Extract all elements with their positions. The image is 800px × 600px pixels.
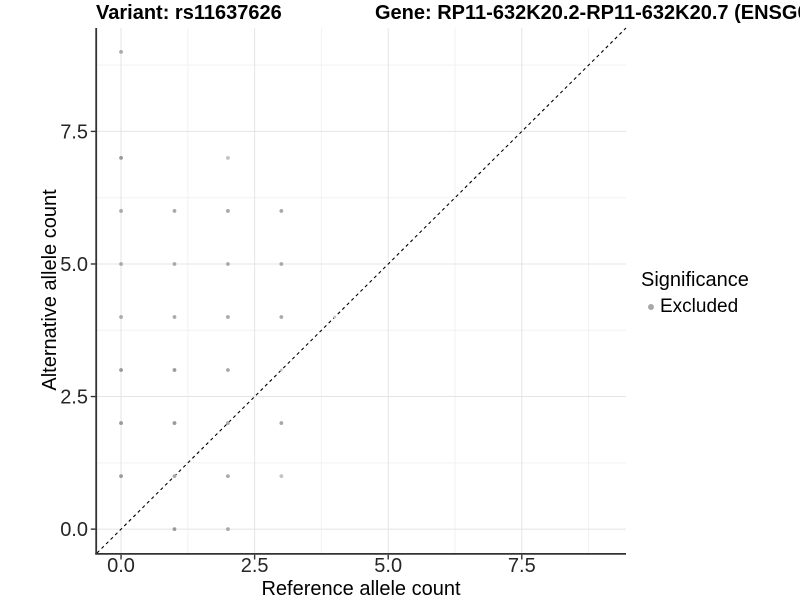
data-point xyxy=(226,315,230,319)
y-tick-label: 7.5 xyxy=(60,121,88,143)
data-point xyxy=(226,421,230,425)
data-point xyxy=(172,315,177,319)
data-point xyxy=(279,368,283,372)
data-point xyxy=(226,156,230,160)
variant-title: Variant: rs11637626 xyxy=(96,2,282,24)
y-tick-label: 0.0 xyxy=(60,519,88,541)
legend-entry: Excluded xyxy=(641,294,749,320)
data-point xyxy=(119,421,123,425)
identity-line-layer xyxy=(96,27,627,554)
x-tick-label: 0.0 xyxy=(107,555,135,577)
data-points xyxy=(119,49,337,532)
legend-title: Significance xyxy=(641,269,749,291)
x-tick-label: 7.5 xyxy=(508,555,536,577)
data-point xyxy=(279,474,284,479)
data-point xyxy=(226,474,230,479)
data-point xyxy=(172,209,177,213)
x-tick-label: 2.5 xyxy=(241,555,269,577)
data-point xyxy=(279,209,284,213)
data-point xyxy=(172,421,177,425)
data-point xyxy=(119,368,123,372)
data-point xyxy=(279,421,284,425)
legend-key-dot-icon xyxy=(648,304,654,310)
tick-labels: 0.0 2.5 5.0 7.5 0.0 2.5 5.0 7.5 xyxy=(60,121,536,577)
data-point xyxy=(226,262,230,266)
data-point xyxy=(172,527,177,532)
gridlines xyxy=(97,28,626,553)
x-tick-label: 5.0 xyxy=(374,555,402,577)
y-axis-title: Alternative allele count xyxy=(39,189,61,391)
data-point xyxy=(172,474,177,479)
data-point xyxy=(172,368,177,372)
x-axis-title: Reference allele count xyxy=(261,578,460,600)
data-point xyxy=(119,49,123,54)
data-point xyxy=(226,527,230,532)
data-point xyxy=(119,315,123,319)
legend-entry-label: Excluded xyxy=(660,296,739,317)
data-point xyxy=(226,368,230,372)
y-tick-label: 5.0 xyxy=(60,254,88,276)
data-point xyxy=(279,262,284,266)
data-point xyxy=(119,209,123,213)
legend: Significance Excluded xyxy=(641,267,749,320)
data-point xyxy=(119,474,123,479)
data-point xyxy=(279,315,284,319)
data-point xyxy=(119,156,123,160)
data-point xyxy=(119,262,123,266)
y-tick-label: 2.5 xyxy=(60,387,88,409)
gene-title: Gene: RP11-632K20.2-RP11-632K20.7 (ENSG0 xyxy=(375,2,800,24)
identity-line xyxy=(96,27,627,554)
data-point xyxy=(226,209,230,213)
data-point xyxy=(172,262,177,266)
data-point xyxy=(333,315,337,319)
axes xyxy=(90,28,626,560)
